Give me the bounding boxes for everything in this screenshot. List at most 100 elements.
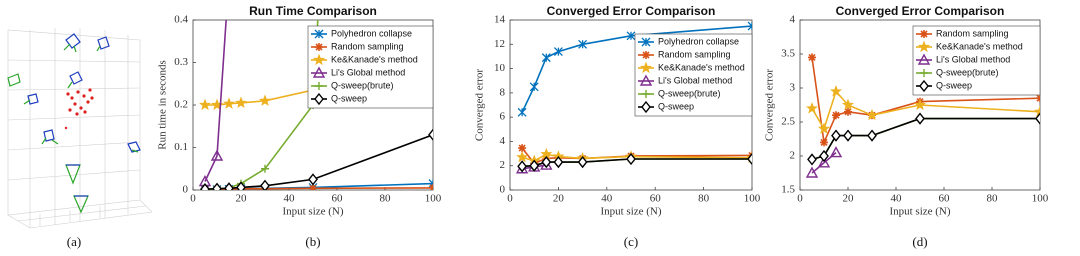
legend-label: Q-sweep(brute) [331, 80, 394, 90]
marker [428, 128, 433, 141]
x-tick-label: 80 [987, 193, 999, 205]
y-tick-label: 3 [790, 82, 796, 94]
y-tick-label: 0.3 [174, 56, 188, 68]
marker [517, 107, 527, 117]
x-tick-label: 20 [553, 193, 565, 205]
marker [198, 98, 212, 111]
marker [915, 112, 925, 125]
x-tick-label: 60 [939, 193, 951, 205]
y-tick-label: 2 [500, 159, 506, 171]
legend-label: Q-sweep [331, 93, 367, 103]
legend-label: Li's Global method [331, 67, 405, 77]
y-tick-label: 4 [790, 14, 796, 26]
legend-label: Li's Global method [658, 75, 732, 85]
marker [518, 144, 527, 153]
y-tick-label: 3.5 [781, 48, 795, 60]
y-tick-label: 12 [494, 38, 505, 50]
x-axis-label: Input size (N) [600, 206, 661, 218]
marker [261, 164, 269, 173]
plot-area [805, 53, 1040, 178]
y-tick-label: 8 [500, 86, 506, 98]
marker [529, 159, 540, 172]
legend-label: Random sampling [936, 28, 1009, 38]
marker [820, 138, 828, 147]
legend-label: Ke&Kanade's method [936, 41, 1023, 51]
legend-label: Li's Global method [936, 54, 1010, 64]
legend-marker [642, 90, 650, 98]
caption: (d) [912, 234, 927, 249]
caption: (b) [305, 234, 320, 249]
legend-label: Ke&Kanade's method [331, 54, 418, 64]
legend-label: Polyhedron collapse [658, 36, 739, 46]
x-tick-label: 100 [744, 193, 761, 205]
marker [224, 182, 234, 190]
marker [832, 111, 840, 120]
series-line [204, 134, 433, 190]
plot-area [198, 20, 433, 190]
marker [529, 82, 539, 92]
marker [553, 47, 563, 57]
marker [1033, 105, 1040, 117]
marker [829, 85, 843, 97]
y-axis-label: Converged error [764, 69, 776, 142]
legend-box [634, 33, 753, 117]
marker [747, 21, 752, 31]
marker [843, 129, 853, 142]
marker [309, 184, 317, 190]
y-tick-label: 0.1 [174, 141, 188, 153]
y-tick-label: 1.5 [781, 184, 795, 196]
marker [429, 183, 433, 190]
legend-marker [917, 53, 931, 65]
legend-marker [642, 51, 650, 59]
legend-marker [919, 79, 929, 93]
marker [541, 53, 551, 63]
marker [747, 152, 752, 166]
marker [913, 98, 927, 111]
legend-marker [920, 69, 928, 77]
legend-box [912, 25, 1041, 96]
y-axis-label: Converged error [474, 69, 486, 142]
legend-marker [315, 82, 323, 90]
legend-marker [639, 61, 653, 74]
marker [841, 98, 855, 111]
x-tick-label: 20 [843, 193, 855, 205]
marker [867, 129, 877, 142]
y-tick-label: 10 [494, 62, 506, 74]
x-tick-label: 0 [190, 193, 196, 205]
marker [517, 160, 527, 173]
point-cloud [64, 88, 94, 130]
legend-label: Polyhedron collapse [331, 28, 412, 38]
marker [819, 149, 829, 163]
x-tick-label: 60 [650, 193, 662, 205]
legend-marker [314, 29, 324, 39]
legend-label: Q-sweep [658, 101, 694, 111]
x-tick-label: 40 [601, 193, 613, 205]
x-tick-label: 100 [1032, 193, 1049, 205]
plot-area [515, 21, 752, 174]
x-tick-label: 0 [507, 193, 513, 205]
legend-box [307, 25, 434, 109]
scene-3d [7, 28, 153, 229]
cameras [7, 33, 141, 214]
y-tick-label: 0 [183, 184, 189, 196]
marker [865, 108, 879, 121]
chart-title: Converged Error Comparison [547, 4, 716, 18]
marker [817, 122, 831, 134]
legend-marker [312, 66, 326, 78]
y-axis-label: Run time in seconds [157, 60, 169, 150]
legend-label: Random sampling [658, 49, 731, 59]
marker [829, 146, 843, 158]
y-tick-label: 0 [500, 184, 506, 196]
x-tick-label: 20 [236, 193, 248, 205]
y-tick-label: 2.5 [781, 116, 795, 128]
y-tick-label: 0.4 [174, 14, 188, 26]
legend-marker [314, 92, 324, 106]
x-tick-label: 100 [425, 193, 442, 205]
marker [626, 152, 636, 166]
marker [805, 102, 819, 114]
legend-marker [639, 74, 653, 86]
y-tick-label: 14 [494, 14, 506, 26]
legend-marker [641, 100, 651, 114]
marker [236, 181, 246, 190]
